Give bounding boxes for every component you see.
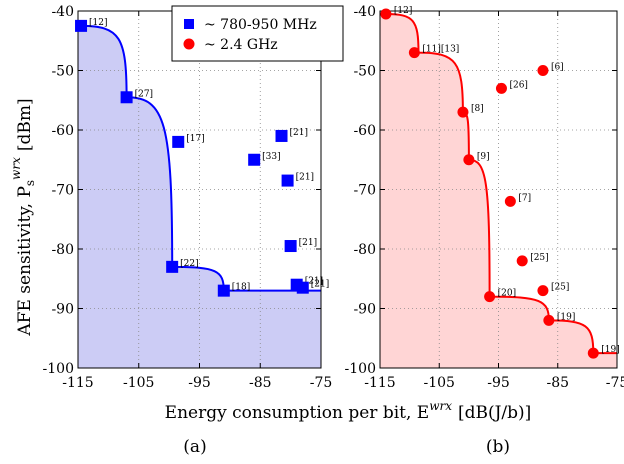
y-tick-label: -90 [51, 302, 74, 318]
data-label: [22] [180, 259, 198, 269]
legend-box [171, 5, 344, 62]
data-point [281, 174, 294, 187]
data-point [380, 8, 392, 20]
data-label: [21] [311, 280, 329, 290]
data-point [75, 19, 88, 32]
data-point [495, 82, 507, 94]
data-label: [17] [186, 134, 204, 144]
x-tick-label: -105 [123, 375, 154, 391]
data-point [275, 129, 288, 142]
y-tick-label: -40 [51, 4, 74, 20]
data-point [248, 153, 261, 166]
data-label: [19] [601, 345, 619, 355]
legend-entry-1: ~ 780-950 MHz [204, 17, 317, 33]
y-tick-label: -100 [43, 361, 74, 377]
data-point [284, 240, 297, 253]
x-tick-label: -85 [546, 375, 569, 391]
data-label: [21] [305, 277, 323, 287]
y-tick-label: -60 [51, 123, 74, 139]
data-point [543, 314, 555, 326]
data-point [408, 47, 420, 59]
data-label: [27] [135, 89, 153, 99]
data-label: [7] [518, 193, 531, 203]
y-tick-label: -100 [345, 361, 376, 377]
y-tick-label: -90 [353, 302, 376, 318]
x-tick-label: -115 [364, 375, 395, 391]
panel-b-2-4ghz: -115 -105 -95 -85 -75 -40 -50 -60 -70 -80 -90 -100 [… [345, 4, 624, 391]
legend-entry-2: ~ 2.4 GHz [204, 37, 278, 53]
legend: ~ 780-950 MHz ~ 2.4 GHz [171, 5, 344, 62]
x-tick-label: -95 [487, 375, 510, 391]
data-point [457, 106, 469, 118]
panel-a-780-950mhz: -115 -105 -95 -85 -75 -40 -50 -60 -70 -80 -90 -100 [… [43, 4, 333, 391]
y-tick-label: -80 [51, 242, 74, 258]
data-point [166, 260, 179, 273]
x-tick-label: -105 [424, 375, 455, 391]
data-label: [6] [551, 63, 564, 73]
x-tick-label: -75 [310, 375, 333, 391]
data-point [172, 135, 185, 148]
y-tick-label: -80 [353, 242, 376, 258]
data-point [587, 347, 599, 359]
data-label: [8] [471, 104, 484, 114]
y-tick-label: -40 [353, 4, 376, 20]
data-point [516, 255, 528, 267]
y-tick-label: -70 [51, 183, 74, 199]
data-label: [9] [477, 152, 490, 162]
legend-marker-circle [183, 38, 195, 50]
frontier-area [78, 25, 321, 369]
data-label: [33] [262, 152, 280, 162]
data-point [537, 65, 549, 76]
x-tick-label: -95 [188, 375, 211, 391]
data-label: [25] [551, 283, 569, 293]
y-tick-label: -50 [51, 64, 74, 80]
data-point [296, 281, 309, 294]
y-tick-label: -50 [353, 64, 376, 80]
caption-b: (b) [486, 437, 510, 457]
x-tick-label: -115 [62, 375, 93, 391]
legend-marker-square [184, 19, 194, 29]
data-label: [12] [89, 18, 107, 28]
data-label: [12] [394, 6, 412, 16]
data-point [217, 284, 230, 297]
caption-a: (a) [183, 437, 206, 457]
data-label: [26] [509, 80, 527, 90]
data-point [537, 285, 549, 297]
data-label: [25] [530, 253, 548, 263]
data-point [504, 195, 516, 207]
x-tick-label: -75 [606, 375, 624, 391]
data-label: [21] [299, 238, 317, 248]
data-label: [11][13] [422, 45, 459, 55]
x-axis-title: Energy consumption per bit, Ewrx [dB(J/b)… [165, 399, 532, 423]
data-point [120, 91, 133, 104]
y-axis-title: AFE sensitivity, Pswrx[dBm] [9, 98, 37, 336]
data-label: [19] [557, 312, 575, 322]
data-label: [20] [498, 289, 516, 299]
data-point [484, 291, 496, 303]
y-tick-label: -60 [353, 123, 376, 139]
y-tick-label: -70 [353, 183, 376, 199]
data-label: [21] [296, 173, 314, 183]
data-label: [21] [290, 128, 308, 138]
data-point [463, 154, 475, 166]
data-label: [18] [232, 283, 250, 293]
x-tick-label: -85 [249, 375, 272, 391]
